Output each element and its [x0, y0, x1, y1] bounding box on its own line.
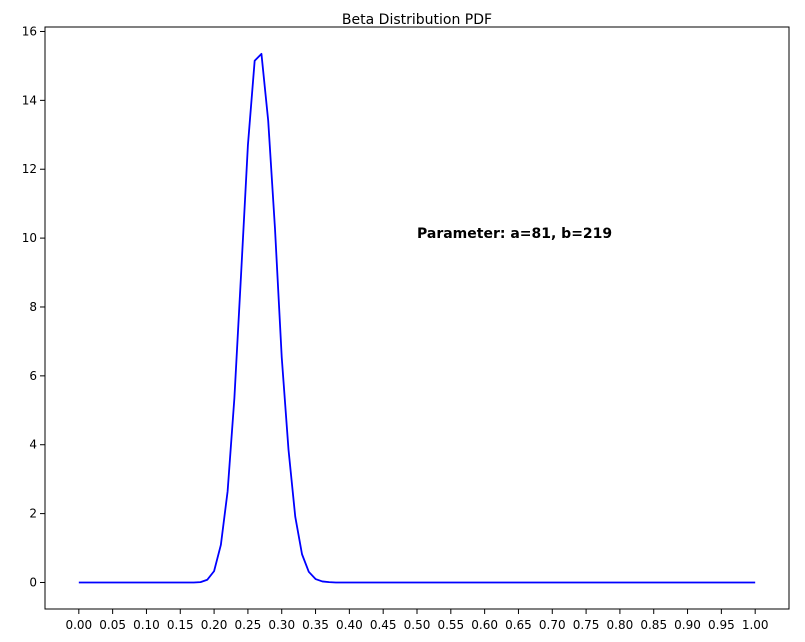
y-tick-label: 6	[29, 369, 37, 383]
x-tick-label: 0.10	[133, 618, 160, 632]
y-tick-label: 0	[29, 575, 37, 589]
x-tick-label: 1.00	[742, 618, 769, 632]
x-tick-label: 0.65	[505, 618, 532, 632]
pdf-line	[78, 52, 756, 584]
x-tick-label: 0.70	[539, 618, 566, 632]
y-tick-label: 14	[22, 93, 37, 107]
y-tick-label: 12	[22, 162, 37, 176]
x-tick-label: 0.95	[708, 618, 735, 632]
x-tick-label: 0.40	[336, 618, 363, 632]
x-tick-label: 0.90	[674, 618, 701, 632]
x-tick-label: 0.00	[65, 618, 92, 632]
x-tick-label: 0.35	[302, 618, 329, 632]
x-tick-label: 0.50	[404, 618, 431, 632]
y-tick-label: 10	[22, 231, 37, 245]
x-tick-label: 0.60	[471, 618, 498, 632]
x-tick-label: 0.15	[167, 618, 194, 632]
chart-title: Beta Distribution PDF	[342, 12, 492, 28]
x-tick-label: 0.05	[99, 618, 126, 632]
x-tick-label: 0.55	[437, 618, 464, 632]
x-tick-label: 0.20	[201, 618, 228, 632]
x-tick-label: 0.45	[370, 618, 397, 632]
parameter-annotation: Parameter: a=81, b=219	[417, 226, 612, 242]
x-tick-label: 0.85	[640, 618, 667, 632]
y-axis: 0 2 4 6 8 10 12 14 16	[22, 24, 45, 589]
x-tick-label: 0.80	[607, 618, 634, 632]
series-layer	[78, 52, 756, 584]
y-tick-label: 16	[22, 24, 37, 38]
y-tick-label: 8	[29, 300, 37, 314]
y-tick-label: 4	[29, 438, 37, 452]
x-tick-label: 0.25	[235, 618, 262, 632]
y-tick-label: 2	[29, 507, 37, 521]
x-axis: 0.00 0.05 0.10 0.15 0.20 0.25 0.30 0.35 0.40 0.45…	[65, 609, 769, 632]
x-tick-label: 0.30	[268, 618, 295, 632]
x-tick-label: 0.75	[573, 618, 600, 632]
